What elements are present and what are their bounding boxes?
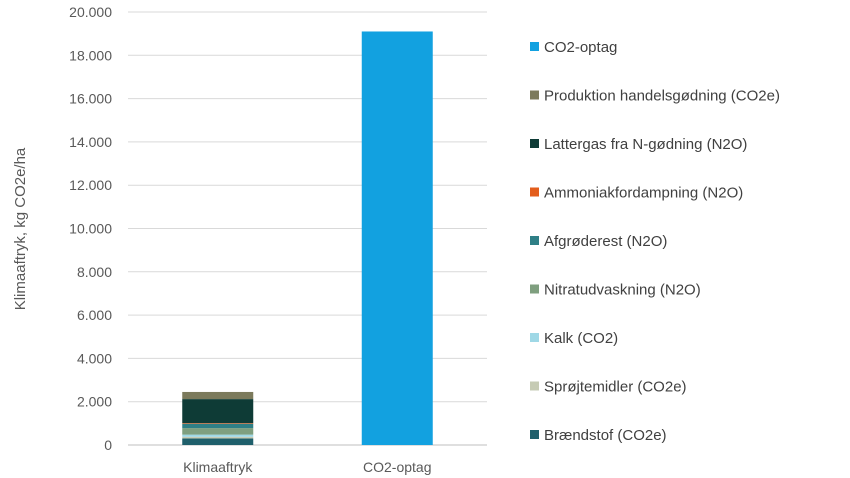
y-tick-label: 10.000 [69, 221, 112, 237]
y-tick-label: 2.000 [77, 394, 112, 410]
gridlines [128, 11, 487, 446]
bar-segment [182, 391, 254, 400]
legend-swatch [530, 284, 539, 294]
y-tick-label: 6.000 [77, 307, 112, 323]
y-tick-label: 12.000 [69, 177, 112, 193]
legend-label: Sprøjtemidler (CO2e) [544, 379, 687, 396]
legend-label: Afgrøderest (N2O) [544, 233, 667, 250]
legend-swatch [530, 333, 539, 342]
legend-swatch [530, 90, 539, 100]
bars [182, 31, 433, 446]
y-tick-label: 8.000 [77, 264, 112, 280]
y-tick-label: 0 [104, 437, 112, 453]
bar-segment [182, 423, 254, 424]
legend-label: Produktion handelsgødning (CO2e) [544, 88, 780, 105]
bar-segment [182, 436, 254, 439]
x-tick-label: CO2-optag [363, 459, 431, 475]
legend-label: Nitratudvaskning (N2O) [544, 282, 701, 299]
legend-swatch [530, 236, 539, 245]
x-tick-label: Klimaaftryk [183, 459, 253, 475]
y-tick-label: 14.000 [69, 134, 112, 150]
legend-label: Kalk (CO2) [544, 330, 618, 347]
bar-segment [182, 428, 254, 435]
bar-segment [182, 434, 254, 437]
bar-segment [182, 438, 254, 445]
y-axis-title: Klimaaftryk, kg CO2e/ha [12, 147, 29, 310]
bar-segment [182, 423, 254, 429]
legend-label: Ammoniakfordampning (N2O) [544, 185, 743, 202]
legend-swatch [530, 430, 539, 439]
legend-swatch [530, 42, 539, 51]
y-tick-label: 16.000 [69, 91, 112, 107]
legend-swatch [530, 381, 539, 391]
legend-swatch [530, 187, 539, 197]
legend-swatch [530, 139, 539, 148]
y-axis-ticks: 0 2.000 4.000 6.000 8.000 10.000 12.000 14.000 1… [69, 4, 112, 453]
legend-label: Lattergas fra N-gødning (N2O) [544, 136, 747, 153]
legend-label: CO2-optag [544, 39, 617, 56]
y-tick-label: 4.000 [77, 350, 112, 366]
y-tick-label: 20.000 [69, 4, 112, 20]
legend: CO2-optag Produktion handelsgødning (CO2e… [530, 39, 780, 444]
x-axis-ticks: Klimaaftryk CO2-optag [183, 459, 431, 475]
legend-label: Brændstof (CO2e) [544, 427, 667, 444]
bar-segment [182, 399, 254, 424]
y-tick-label: 18.000 [69, 47, 112, 63]
bar-segment [361, 31, 433, 446]
